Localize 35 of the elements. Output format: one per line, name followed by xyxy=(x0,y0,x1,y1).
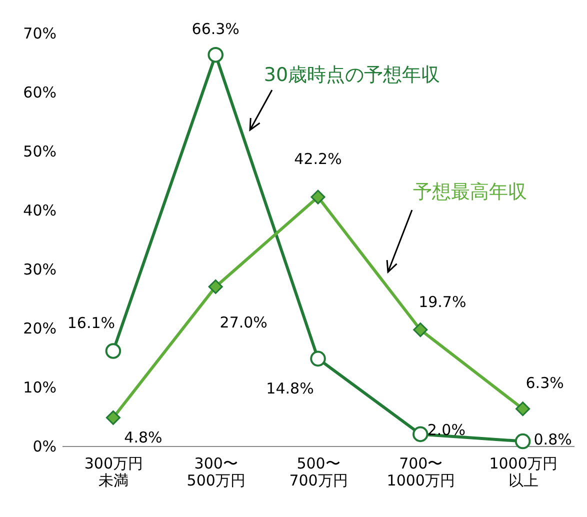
data-label: 14.8% xyxy=(266,380,314,398)
y-tick-label: 0% xyxy=(32,438,56,456)
y-tick-label: 60% xyxy=(23,84,56,102)
point xyxy=(310,190,326,204)
y-tick-label: 50% xyxy=(23,142,56,160)
point xyxy=(105,343,122,359)
data-label: 66.3% xyxy=(192,20,240,38)
data-label: 2.0% xyxy=(427,421,466,440)
data-label: 19.7% xyxy=(418,292,466,311)
y-tick-label: 20% xyxy=(23,320,56,338)
data-label: 16.1% xyxy=(67,314,116,332)
y-tick-label: 10% xyxy=(23,378,56,396)
point xyxy=(208,279,223,294)
data-label: 6.3% xyxy=(526,374,564,392)
x-tick-label: 500〜 700万円 xyxy=(289,454,348,490)
point xyxy=(413,322,428,338)
x-tick-label: 700〜 1000万円 xyxy=(386,454,455,490)
point xyxy=(310,350,326,367)
x-tick-label: 300万円未満 xyxy=(84,454,144,490)
data-label: 0.8% xyxy=(534,430,572,448)
text: 予想最高年収 xyxy=(413,181,527,203)
data-label: 4.8% xyxy=(124,428,162,447)
point xyxy=(514,433,531,450)
data-label: 42.2% xyxy=(294,150,342,168)
point xyxy=(516,402,530,416)
y-tick-label: 30% xyxy=(23,260,56,278)
point xyxy=(106,410,120,425)
point xyxy=(412,426,428,442)
point xyxy=(208,46,224,63)
y-tick-label: 40% xyxy=(23,202,56,220)
x-tick-label: 1000万円以上 xyxy=(489,454,558,490)
data-label: 27.0% xyxy=(220,314,268,332)
series-label: 30歳時点の予想年収 xyxy=(264,64,440,86)
y-tick-label: 70% xyxy=(23,24,56,42)
x-tick-label: 300〜 500万円 xyxy=(186,454,246,490)
